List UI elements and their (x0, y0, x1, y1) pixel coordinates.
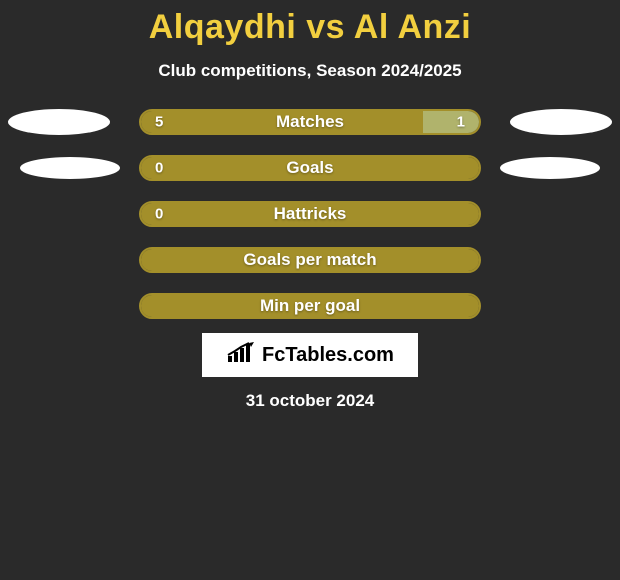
stat-bar: Hattricks 0 (139, 201, 481, 227)
comparison-card: Alqaydhi vs Al Anzi Club competitions, S… (0, 0, 620, 580)
subtitle: Club competitions, Season 2024/2025 (0, 61, 620, 81)
stat-row: Matches 5 1 (0, 109, 620, 135)
stat-bar: Goals per match (139, 247, 481, 273)
player-oval-right (500, 157, 600, 179)
footer: FcTables.com 31 october 2024 (0, 319, 620, 411)
stat-rows: Matches 5 1 Goals 0 Hattricks 0 Goals per match… (0, 109, 620, 319)
date-text: 31 october 2024 (246, 391, 375, 411)
stat-label: Min per goal (260, 296, 360, 316)
stat-label: Hattricks (274, 204, 347, 224)
stat-label: Matches (276, 112, 344, 132)
stat-value-right: 1 (457, 114, 465, 131)
stat-row: Goals 0 (0, 155, 620, 181)
stat-row: Min per goal (0, 293, 620, 319)
stat-row: Hattricks 0 (0, 201, 620, 227)
chart-icon (226, 342, 256, 369)
stat-row: Goals per match (0, 247, 620, 273)
stat-bar: Matches 5 1 (139, 109, 481, 135)
stat-bar: Min per goal (139, 293, 481, 319)
page-title: Alqaydhi vs Al Anzi (0, 0, 620, 47)
stat-label: Goals (286, 158, 333, 178)
player-oval-right (510, 109, 612, 135)
stat-bar: Goals 0 (139, 155, 481, 181)
bar-fill-right (423, 111, 479, 133)
brand-text: FcTables.com (262, 344, 394, 367)
player-oval-left (8, 109, 110, 135)
stat-value-left: 0 (155, 160, 163, 177)
player-oval-left (20, 157, 120, 179)
stat-label: Goals per match (243, 250, 376, 270)
brand-box: FcTables.com (202, 333, 418, 377)
stat-value-left: 5 (155, 114, 163, 131)
stat-value-left: 0 (155, 206, 163, 223)
